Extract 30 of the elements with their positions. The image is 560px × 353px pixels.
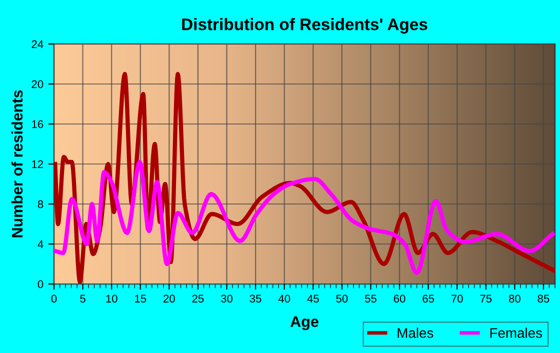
y-tick-label: 0 (38, 280, 44, 288)
x-tick-label: 35 (250, 294, 262, 303)
x-tick-label: 30 (221, 294, 233, 303)
y-tick-label: 24 (32, 40, 44, 48)
x-tick-label: 75 (480, 294, 492, 303)
x-tick-label: 70 (451, 294, 463, 303)
y-axis-title: Number of residents (11, 90, 23, 238)
y-tick-label: 8 (38, 200, 44, 208)
y-tick-label: 4 (38, 240, 44, 248)
x-tick-label: 60 (394, 294, 406, 303)
x-tick-label: 10 (106, 294, 118, 303)
x-axis-title: Age (290, 316, 318, 330)
x-tick-label: 45 (307, 294, 319, 303)
x-tick-label: 5 (80, 294, 86, 303)
x-tick-label: 50 (336, 294, 348, 303)
x-tick-label: 20 (164, 294, 175, 303)
chart-title: Distribution of Residents' Ages (182, 18, 428, 34)
y-tick-label: 12 (32, 160, 44, 168)
y-tick-label: 20 (32, 80, 44, 88)
x-tick-label: 40 (278, 294, 290, 303)
x-tick-label: 80 (508, 294, 520, 303)
legend-label: Females (490, 328, 542, 338)
x-tick-label: 85 (538, 294, 550, 303)
legend-label: Males (398, 328, 434, 338)
x-tick-label: 0 (51, 294, 57, 303)
x-tick-label: 15 (135, 294, 146, 303)
x-tick-label: 65 (422, 294, 434, 303)
x-tick-label: 55 (364, 294, 376, 303)
y-tick-label: 16 (32, 120, 44, 128)
x-tick-label: 25 (192, 294, 204, 303)
